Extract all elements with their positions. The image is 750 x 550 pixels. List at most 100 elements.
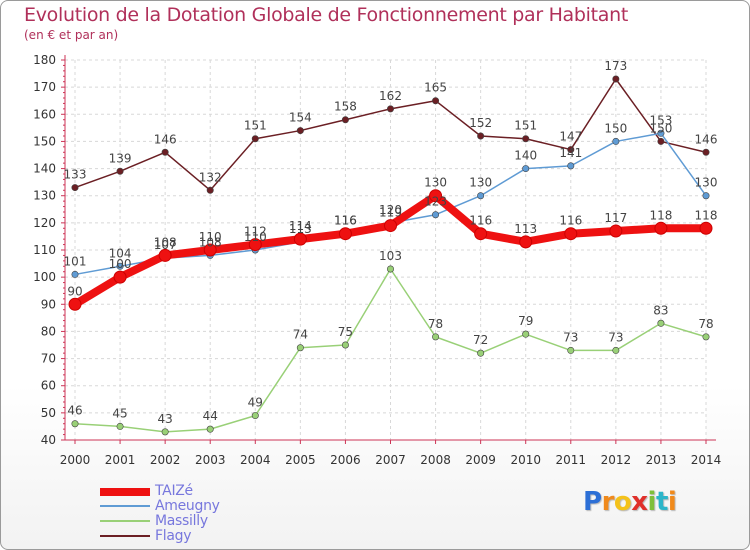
logo-letter-t: t (655, 487, 668, 517)
point-massilly (386, 265, 394, 273)
point-flagy (386, 105, 394, 113)
point-flagy (341, 116, 349, 124)
data-label-massilly: 72 (473, 333, 488, 347)
data-label-massilly: 103 (379, 249, 402, 263)
data-label-massilly: 73 (563, 330, 578, 344)
point-taiz (248, 238, 262, 252)
data-label-flagy: 146 (154, 132, 177, 146)
point-massilly (116, 422, 124, 430)
data-label-ameugny: 107 (154, 238, 177, 252)
data-label-taiz: 116 (334, 214, 357, 228)
data-label-massilly: 46 (67, 404, 82, 418)
data-label-massilly: 43 (158, 412, 173, 426)
logo-letter-r: r (601, 487, 615, 517)
point-flagy (702, 148, 710, 156)
data-label-flagy: 173 (604, 59, 627, 73)
legend-swatch-ameugny (100, 505, 150, 507)
y-tick-label: 80 (41, 324, 56, 338)
point-flagy (296, 127, 304, 135)
legend-swatch-taize (100, 488, 150, 496)
proxiti-logo: Proxiti (583, 487, 677, 517)
point-massilly (296, 344, 304, 352)
data-label-taiz: 100 (109, 257, 132, 271)
data-label-flagy: 151 (514, 119, 537, 133)
point-massilly (612, 346, 620, 354)
x-tick-label: 2010 (510, 453, 541, 467)
x-tick-label: 2006 (330, 453, 361, 467)
point-taiz (474, 227, 488, 241)
data-label-massilly: 83 (653, 303, 668, 317)
point-ameugny (116, 262, 124, 270)
point-flagy (116, 167, 124, 175)
data-label-taiz: 110 (199, 230, 222, 244)
point-ameugny (432, 211, 440, 219)
data-label-ameugny: 101 (64, 254, 87, 268)
y-tick-label: 90 (41, 297, 56, 311)
y-tick-label: 170 (33, 80, 56, 94)
data-label-massilly: 49 (248, 396, 263, 410)
point-massilly (567, 346, 575, 354)
data-label-ameugny: 123 (424, 195, 447, 209)
data-label-flagy: 165 (424, 81, 447, 95)
data-label-massilly: 74 (293, 328, 308, 342)
data-label-massilly: 73 (608, 330, 623, 344)
point-massilly (477, 349, 485, 357)
data-label-flagy: 147 (559, 130, 582, 144)
data-label-taiz: 113 (514, 222, 537, 236)
chart-title: Evolution de la Dotation Globale de Fonc… (24, 4, 629, 26)
data-label-ameugny: 150 (604, 121, 627, 135)
point-taiz (654, 221, 668, 235)
data-label-ameugny: 113 (289, 222, 312, 236)
point-ameugny (702, 192, 710, 200)
data-label-taiz: 118 (695, 208, 718, 222)
point-flagy (657, 137, 665, 145)
chart-subtitle: (en € et par an) (24, 28, 119, 42)
data-label-ameugny: 153 (649, 113, 672, 127)
data-label-ameugny: 110 (244, 230, 267, 244)
data-label-ameugny: 120 (379, 203, 402, 217)
data-label-flagy: 133 (64, 168, 87, 182)
x-tick-label: 2005 (285, 453, 316, 467)
data-label-massilly: 75 (338, 325, 353, 339)
x-tick-label: 2009 (465, 453, 496, 467)
point-taiz (609, 224, 623, 238)
point-flagy (206, 186, 214, 194)
x-tick-label: 2001 (105, 453, 136, 467)
point-flagy (251, 135, 259, 143)
point-flagy (477, 132, 485, 140)
data-label-flagy: 162 (379, 89, 402, 103)
logo-letter-i2: i (667, 487, 677, 517)
x-tick-label: 2014 (691, 453, 722, 467)
point-massilly (522, 330, 530, 338)
data-label-massilly: 78 (698, 317, 713, 331)
point-massilly (341, 341, 349, 349)
point-taiz (564, 227, 578, 241)
point-taiz (293, 232, 307, 246)
data-labels: 133 139 146 132 151 154 158 162 165 152 151 147 173 1… (64, 59, 718, 426)
point-taiz (338, 227, 352, 241)
x-tick-label: 2002 (150, 453, 181, 467)
data-label-taiz: 119 (379, 206, 402, 220)
point-flagy (71, 184, 79, 192)
point-ameugny (71, 270, 79, 278)
data-label-flagy: 139 (109, 151, 132, 165)
legend-label-massilly: Massilly (155, 513, 208, 529)
data-label-taiz: 116 (469, 214, 492, 228)
y-tick-label: 160 (33, 107, 56, 121)
y-tick-label: 140 (33, 162, 56, 176)
y-tick-label: 60 (41, 379, 56, 393)
y-tick-label: 70 (41, 352, 56, 366)
point-ameugny (567, 162, 575, 170)
data-label-flagy: 151 (244, 119, 267, 133)
data-label-taiz: 118 (649, 208, 672, 222)
x-tick-label: 2004 (240, 453, 271, 467)
data-label-flagy: 154 (289, 111, 312, 125)
point-flagy (522, 135, 530, 143)
point-massilly (71, 420, 79, 428)
logo-letter-i1: i (647, 487, 657, 517)
data-label-ameugny: 141 (559, 146, 582, 160)
data-label-ameugny: 104 (109, 246, 132, 260)
legend-label-ameugny: Ameugny (155, 498, 220, 514)
logo-letter-x: x (631, 487, 648, 517)
axes: 40 50 60 70 80 90 100 110 120 130 140 150 160 170 180 2… (33, 53, 721, 467)
